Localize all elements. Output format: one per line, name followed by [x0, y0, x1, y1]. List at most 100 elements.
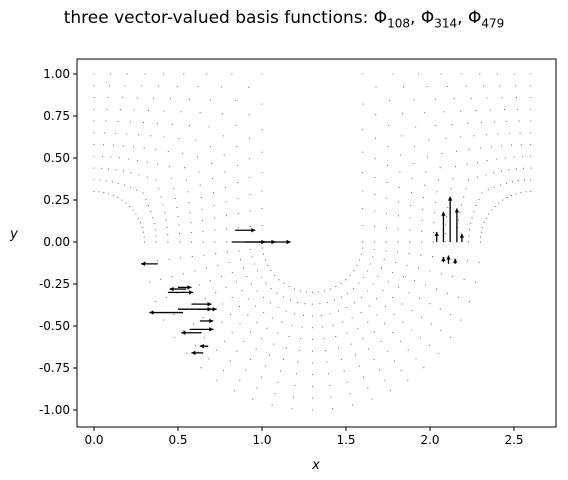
mesh-node: [503, 109, 506, 111]
mesh-node: [353, 302, 355, 304]
mesh-node: [367, 387, 369, 389]
mesh-node: [470, 97, 472, 99]
mesh-node: [374, 137, 376, 139]
mesh-node: [374, 176, 376, 178]
mesh-node: [190, 241, 192, 243]
mesh-node: [229, 360, 231, 362]
mesh-node: [445, 137, 447, 140]
arrow-head: [459, 233, 465, 238]
quiver-arrow: [441, 211, 446, 242]
mesh-node: [363, 376, 365, 378]
mesh-node: [93, 85, 95, 87]
mesh-node: [368, 305, 370, 307]
mesh-node: [93, 108, 95, 110]
mesh-node: [192, 323, 195, 325]
mesh-node: [93, 144, 95, 146]
mesh-node: [380, 267, 383, 269]
mesh-node: [480, 236, 482, 238]
mesh-node: [468, 235, 470, 237]
mesh-node: [200, 197, 202, 199]
mesh-node: [353, 287, 355, 290]
y-tick-label: 0.75: [43, 109, 70, 123]
mesh-node: [115, 169, 117, 171]
mesh-node: [485, 174, 487, 176]
mesh-node: [311, 397, 313, 399]
mesh-node: [399, 171, 401, 173]
mesh-node: [506, 197, 508, 199]
mesh-node: [530, 167, 532, 169]
mesh-node: [261, 247, 263, 249]
y-tick-label: 0.00: [43, 235, 70, 249]
mesh-node: [422, 197, 425, 199]
mesh-node: [440, 73, 442, 75]
mesh-node: [225, 186, 227, 189]
mesh-node: [228, 261, 230, 264]
mesh-node: [225, 201, 227, 203]
mesh-node: [326, 361, 328, 363]
mesh-node: [199, 184, 201, 186]
mesh-node: [490, 146, 492, 148]
arrow-head: [149, 310, 154, 315]
mesh-node: [300, 338, 302, 340]
mesh-node: [291, 324, 293, 326]
mesh-node: [293, 396, 295, 398]
title-symbol: Φ: [373, 8, 388, 28]
mesh-node: [237, 227, 239, 229]
mesh-node: [130, 172, 132, 174]
title-prefix: three vector-valued basis functions:: [63, 8, 374, 28]
mesh-node: [374, 226, 376, 228]
mesh-node: [491, 209, 493, 211]
mesh-node: [356, 264, 358, 266]
mesh-node: [378, 369, 381, 371]
arrow-head: [209, 318, 214, 324]
mesh-node: [412, 162, 414, 164]
mesh-node: [184, 167, 186, 169]
arrow-head: [447, 196, 453, 201]
mesh-node: [388, 99, 390, 102]
mesh-node: [108, 85, 110, 87]
mesh-node: [363, 276, 365, 278]
mesh-node: [165, 219, 167, 221]
mesh-node: [385, 212, 388, 214]
mesh-node: [311, 291, 313, 293]
mesh-node: [110, 156, 112, 158]
mesh-node: [329, 384, 331, 386]
mesh-node: [399, 340, 401, 342]
mesh-node: [471, 217, 473, 219]
mesh-node: [220, 86, 222, 88]
mesh-node: [452, 276, 454, 278]
mesh-node: [226, 228, 228, 230]
mesh-node: [450, 314, 452, 316]
mesh-node: [298, 349, 300, 351]
y-tick-label: -0.50: [39, 319, 70, 333]
mesh-node: [249, 176, 251, 178]
mesh-node: [166, 226, 168, 229]
mesh-node: [461, 204, 463, 206]
mesh-node: [386, 181, 388, 184]
mesh-node: [171, 177, 173, 179]
mesh-node: [142, 192, 144, 194]
title-terms: Φ108, Φ314, Φ479: [373, 8, 505, 30]
mesh-node: [237, 181, 239, 184]
mesh-node: [111, 181, 113, 183]
mesh-node: [392, 296, 394, 298]
mesh-node: [473, 135, 475, 137]
mesh-node: [199, 112, 201, 114]
mesh-node: [168, 258, 170, 260]
mesh-node: [323, 338, 325, 340]
y-axis-ticks: -1.00 -0.75 -0.50 -0.25 0.00 0.25 0.50 0.75 1.00: [39, 67, 77, 417]
mesh-node: [288, 286, 290, 288]
mesh-node: [457, 296, 460, 298]
mesh-node: [98, 191, 100, 193]
mesh-node: [415, 358, 417, 360]
mesh-node: [261, 224, 263, 227]
quiver-arrow: [235, 228, 256, 233]
mesh-node: [167, 241, 169, 243]
mesh-node: [418, 297, 421, 299]
mesh-node: [103, 192, 105, 194]
mesh-node: [263, 311, 265, 314]
mesh-node: [107, 168, 110, 170]
mesh-node: [249, 210, 251, 212]
mesh-node: [145, 198, 147, 200]
mesh-node: [235, 124, 237, 126]
